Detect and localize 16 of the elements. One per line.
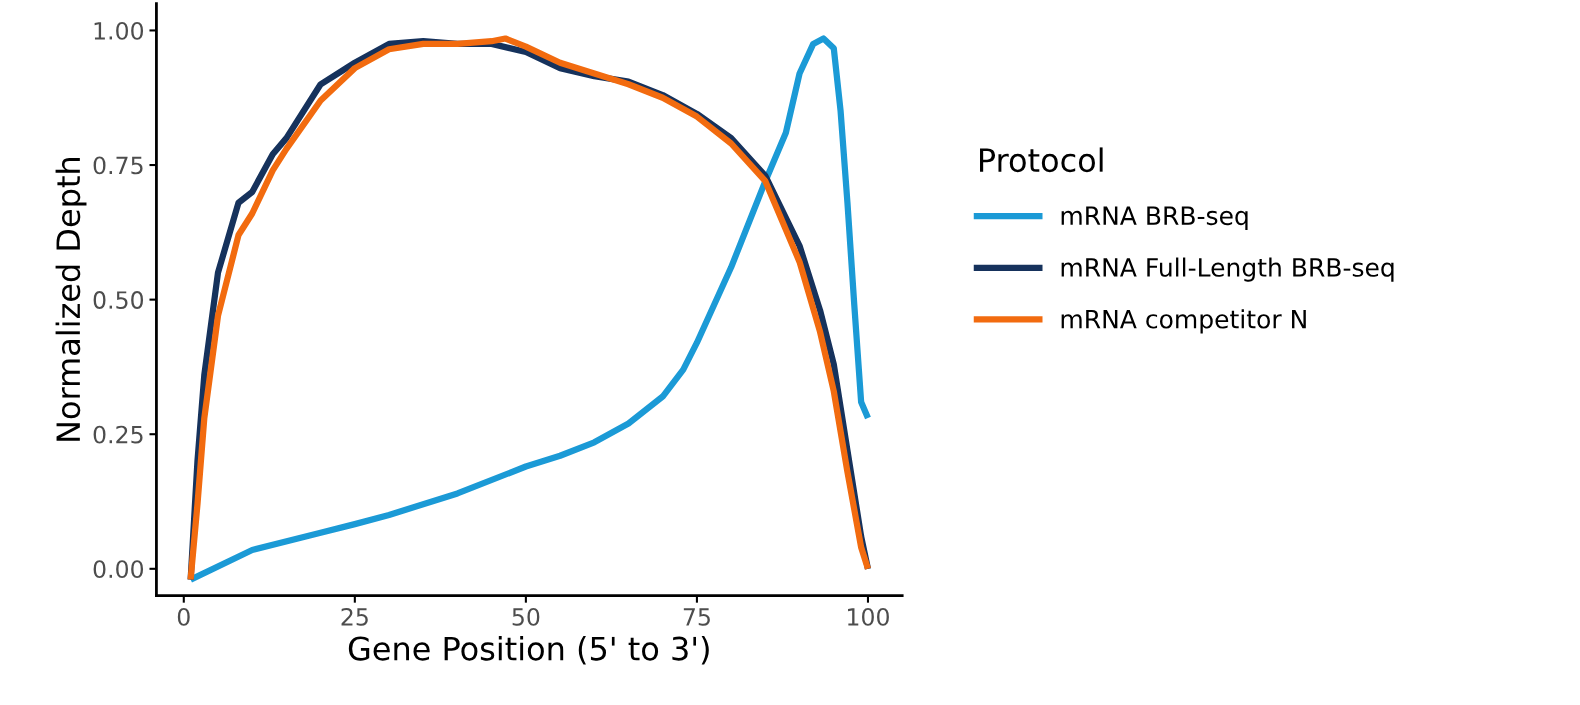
y-tick-label: 1.00 bbox=[94, 21, 144, 40]
x-tick-label: 75 bbox=[683, 608, 710, 626]
x-tick-label: 50 bbox=[512, 607, 540, 626]
x-tick-label: 25 bbox=[341, 607, 368, 626]
legend-title: Protocol bbox=[980, 147, 1103, 173]
x-tick-label: 0 bbox=[177, 607, 190, 626]
y-tick-label: 0.00 bbox=[93, 560, 144, 579]
y-tick-label: 0.75 bbox=[93, 156, 143, 175]
legend-label: mRNA BRB-seq bbox=[1061, 206, 1248, 231]
legend-label: mRNA Full-Length BRB-seq bbox=[1061, 257, 1394, 282]
y-tick-label: 0.50 bbox=[93, 291, 144, 309]
legend-label: mRNA competitor N bbox=[1061, 309, 1306, 334]
y-axis-title: Normalized Depth bbox=[55, 158, 87, 441]
x-axis-title: Gene Position (5' to 3') bbox=[348, 635, 709, 665]
x-tick-label: 100 bbox=[848, 607, 889, 626]
y-tick-label: 0.25 bbox=[93, 425, 143, 444]
